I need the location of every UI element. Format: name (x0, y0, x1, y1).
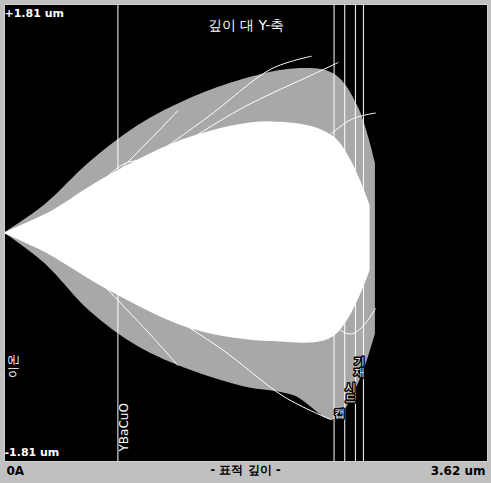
svg-text:-1.81 um: -1.81 um (5, 446, 60, 459)
svg-text:시드: 시드 (345, 381, 356, 405)
svg-text:3.62 um: 3.62 um (431, 464, 486, 478)
svg-text:0A: 0A (7, 464, 25, 478)
svg-text:기재: 기재 (354, 355, 365, 379)
svg-text:+1.81 um: +1.81 um (5, 7, 64, 20)
html-text:- 표적 깊이 -: - 표적 깊이 - (210, 463, 281, 477)
svg-text:캡: 캡 (334, 407, 345, 420)
svg-text:이온: 이온 (6, 354, 20, 378)
svg-text:YBaCuO: YBaCuO (117, 403, 131, 452)
svg-text:깊이 대 Y-축: 깊이 대 Y-축 (208, 17, 285, 33)
